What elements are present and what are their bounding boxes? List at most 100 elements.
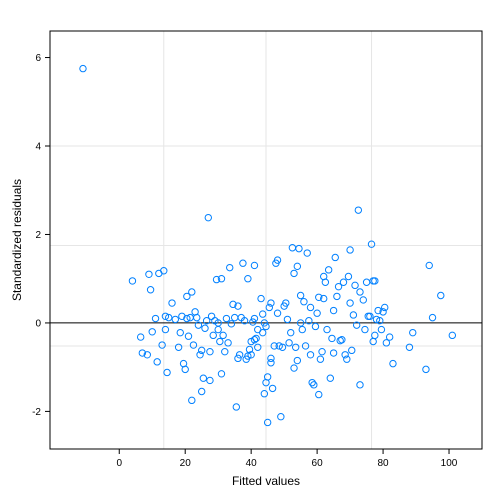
data-point	[229, 300, 237, 309]
data-point	[273, 256, 282, 264]
data-point	[301, 342, 310, 350]
data-point	[234, 354, 242, 363]
data-point	[306, 303, 315, 312]
data-point	[199, 374, 208, 382]
data-point	[296, 291, 305, 300]
data-point	[249, 318, 257, 326]
data-point	[425, 261, 433, 270]
data-point	[389, 359, 397, 368]
data-point	[329, 306, 338, 315]
data-point	[313, 309, 321, 317]
data-points	[79, 64, 457, 427]
data-point	[188, 288, 196, 296]
data-point	[348, 346, 356, 355]
data-point	[161, 312, 170, 321]
data-point	[204, 213, 212, 222]
data-point	[244, 352, 252, 360]
data-point	[382, 339, 391, 347]
data-point	[259, 310, 267, 318]
data-point	[250, 314, 259, 323]
data-point	[283, 315, 292, 324]
data-point	[379, 308, 387, 316]
data-point	[146, 286, 155, 294]
data-point	[183, 292, 191, 301]
data-point	[333, 292, 341, 301]
data-point	[346, 299, 354, 307]
data-point	[250, 261, 259, 270]
data-point	[273, 309, 282, 317]
data-point	[367, 240, 376, 248]
data-point	[376, 317, 384, 325]
data-point	[293, 356, 302, 365]
data-point	[174, 343, 183, 351]
data-point	[303, 249, 311, 257]
data-point	[245, 345, 254, 354]
data-point	[298, 325, 306, 334]
data-point	[183, 314, 191, 323]
data-point	[193, 313, 201, 322]
data-point	[291, 343, 300, 351]
data-point	[178, 312, 186, 321]
data-point	[321, 278, 330, 286]
data-point	[374, 306, 382, 315]
data-point	[326, 374, 335, 382]
y-tick-label: -2	[32, 407, 41, 418]
data-point	[359, 296, 367, 304]
x-tick-label: 100	[441, 458, 458, 469]
data-point	[221, 347, 229, 356]
data-point	[181, 365, 189, 374]
y-tick-label: 4	[35, 142, 41, 153]
data-point	[422, 365, 430, 374]
data-point	[196, 351, 204, 359]
data-point	[194, 321, 203, 329]
data-point	[209, 331, 217, 340]
data-point	[328, 334, 336, 343]
data-point	[351, 281, 359, 290]
data-point	[275, 342, 283, 350]
data-point	[352, 321, 361, 329]
data-point	[361, 325, 369, 334]
data-point	[79, 64, 87, 73]
y-tick-label: 0	[35, 318, 41, 329]
data-point	[316, 355, 325, 363]
data-point	[381, 303, 389, 312]
y-tick-label: 2	[35, 230, 41, 241]
data-point	[217, 275, 226, 283]
data-point	[240, 317, 249, 325]
data-point	[206, 347, 214, 356]
data-point	[306, 351, 315, 359]
data-point	[437, 291, 445, 300]
data-point	[268, 384, 277, 393]
data-point	[247, 351, 255, 359]
data-point	[409, 328, 417, 337]
data-point	[227, 320, 236, 328]
data-point	[145, 270, 153, 278]
data-point	[263, 418, 272, 427]
data-point	[336, 336, 344, 345]
data-point	[334, 282, 343, 291]
data-point	[310, 381, 318, 389]
data-point	[331, 253, 339, 262]
data-point	[320, 294, 328, 303]
data-point	[263, 373, 272, 381]
data-point	[128, 277, 137, 285]
data-point	[277, 413, 285, 421]
data-point	[153, 358, 161, 366]
data-point	[300, 298, 308, 306]
data-point	[346, 246, 354, 254]
data-point	[338, 336, 346, 344]
data-point	[405, 343, 414, 351]
data-point	[201, 324, 209, 332]
y-axis-title: Standardized residuals	[10, 179, 24, 301]
data-point	[354, 206, 363, 214]
data-point	[257, 294, 265, 303]
x-tick-label: 40	[246, 458, 258, 469]
data-point	[168, 299, 176, 307]
data-point	[158, 341, 166, 349]
x-axis-title: Fitted values	[232, 474, 300, 488]
data-point	[250, 336, 259, 344]
data-point	[265, 303, 273, 312]
data-point	[252, 334, 260, 343]
data-point	[339, 278, 348, 286]
data-point	[308, 378, 316, 387]
